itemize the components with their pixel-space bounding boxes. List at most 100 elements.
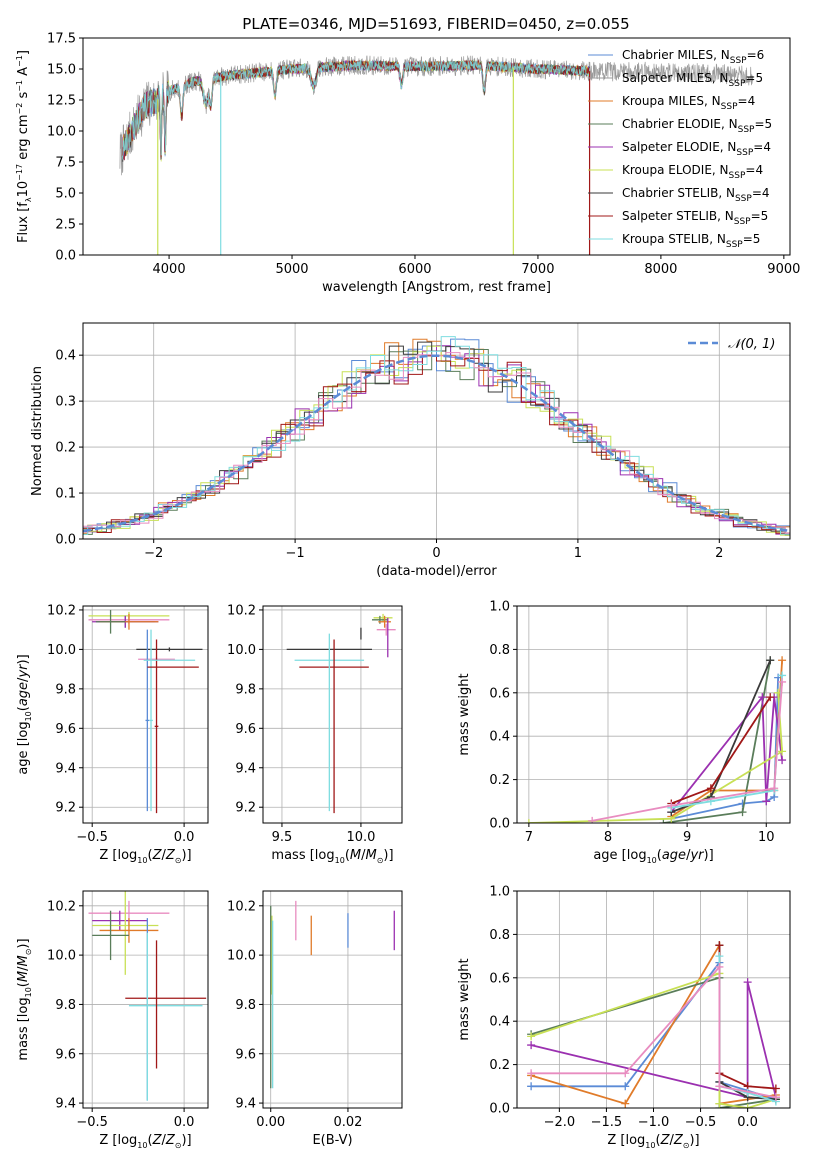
- errorbar-point: [376, 623, 396, 636]
- errorbar-point: [149, 629, 153, 812]
- legend-subscript: SSP: [736, 148, 753, 158]
- x-tick-label: 9: [683, 830, 691, 845]
- y-tick-label: 15.0: [47, 63, 76, 78]
- x-tick-label: 0: [432, 546, 440, 561]
- mass-weight-series: [667, 656, 775, 817]
- y-tick-label: 0.0: [489, 817, 510, 832]
- errorbar-point: [378, 615, 391, 628]
- mass-weight-marker: [659, 819, 668, 823]
- plot-area: [524, 656, 787, 823]
- plot-area: [270, 900, 395, 1089]
- mass-weight-series: [588, 677, 787, 823]
- x-axis-label: Z [log10(Z/Z⊙)]: [99, 848, 191, 865]
- panel-residuals: −2 −1 0 1 2 0.0 0.1 0.2 0.3 0.4 (data-model)/error…: [30, 322, 791, 579]
- y-tick-label: 10.0: [227, 949, 256, 964]
- mass-weight-marker: [527, 1032, 536, 1041]
- legend-suffix: =4: [745, 163, 763, 177]
- y-tick-label: 12.5: [47, 94, 76, 109]
- y-axis-label: Normed distribution: [30, 366, 45, 496]
- figure-title: PLATE=0346, MJD=51693, FIBERID=0450, z=0…: [242, 15, 629, 33]
- x-tick-label: 9.5: [272, 830, 293, 845]
- axes-frame: 7 8 9 10 0.0 0.2 0.4 0.6 0.8 1.0: [489, 600, 791, 845]
- y-tick-label: 0.2: [489, 1058, 510, 1073]
- panel-age-vs-Z: −0.5 0.0 9.2 9.4 9.6 9.8 10.0 10.2 Z [log10(Z/Z⊙…: [16, 603, 209, 865]
- legend-text: Chabrier MILES, N: [622, 48, 730, 62]
- y-tick-label: 0.3: [55, 395, 76, 410]
- x-tick-label: 1: [574, 546, 582, 561]
- legend-entry: Chabrier ELODIE, NSSP=5: [622, 117, 772, 135]
- mass-weight-marker: [527, 1069, 536, 1078]
- mass-weight-marker: [621, 1069, 630, 1078]
- y-tick-label: 9.8: [55, 998, 76, 1013]
- mass-weight-line: [530, 981, 777, 1099]
- x-tick-label: 8000: [644, 262, 677, 277]
- y-tick-label: 9.2: [235, 801, 256, 816]
- legend-text: Salpeter STELIB, N: [622, 209, 734, 223]
- y-tick-label: 9.4: [235, 761, 256, 776]
- residual-histogram-step: [83, 355, 790, 534]
- mass-weight-marker: [743, 1104, 752, 1108]
- errorbar-point: [154, 639, 159, 814]
- legend-text: Kroupa MILES, N: [622, 94, 721, 108]
- legend-suffix: =4: [752, 186, 770, 200]
- mass-weight-marker: [771, 1093, 780, 1102]
- legend-suffix: =5: [743, 232, 761, 246]
- plot-area: [286, 613, 396, 814]
- x-tick-label: 9000: [767, 262, 800, 277]
- x-tick-label: 8: [604, 830, 612, 845]
- legend-subscript: SSP: [738, 125, 755, 135]
- y-tick-label: 10.0: [47, 949, 76, 964]
- legend-subscript: SSP: [726, 240, 743, 250]
- y-tick-label: 0.4: [489, 730, 510, 745]
- mass-weight-marker: [621, 1099, 630, 1108]
- y-tick-label: 0.0: [55, 249, 76, 264]
- mass-weight-marker: [706, 784, 715, 793]
- y-tick-label: 9.6: [235, 1047, 256, 1062]
- mass-weight-marker: [715, 941, 724, 950]
- y-tick-label: 0.4: [55, 349, 76, 364]
- legend-suffix: =5: [745, 71, 763, 85]
- legend-text: Salpeter MILES, N: [622, 71, 729, 85]
- y-tick-label: 9.8: [55, 682, 76, 697]
- errorbar-point: [371, 615, 388, 624]
- panel-mass-vs-EBV: 0.00 0.02 9.4 9.6 9.8 10.0 10.2 E(B-V): [227, 890, 403, 1148]
- legend-suffix: =5: [751, 209, 769, 223]
- y-axis-label: age [log10(age/yr)]: [16, 654, 33, 774]
- x-axis-label: wavelength [Angstrom, rest frame]: [322, 280, 551, 295]
- x-tick-label: −2: [144, 546, 163, 561]
- axes-frame: −0.5 0.0 9.2 9.4 9.6 9.8 10.0 10.2: [47, 603, 209, 845]
- legend-subscript: SSP: [729, 79, 746, 89]
- y-tick-label: 5.0: [55, 187, 76, 202]
- y-tick-label: 0.6: [489, 686, 510, 701]
- legend-text: Chabrier STELIB, N: [622, 186, 735, 200]
- y-tick-label: 0.0: [489, 1102, 510, 1117]
- mass-weight-marker: [524, 819, 533, 823]
- y-tick-label: 0.2: [55, 441, 76, 456]
- legend-text: Salpeter ELODIE, N: [622, 140, 736, 154]
- x-axis-label: age [log10(age/yr)]: [593, 848, 713, 865]
- legend-entry: Chabrier MILES, NSSP=6: [622, 48, 764, 66]
- y-tick-label: 1.0: [489, 600, 510, 615]
- axes-frame: −0.5 0.0 9.4 9.6 9.8 10.0 10.2: [47, 890, 209, 1130]
- mass-weight-marker: [778, 656, 787, 665]
- errorbar-point: [95, 609, 126, 634]
- x-tick-label: −0.5: [685, 1115, 717, 1130]
- errorbar-point: [145, 629, 150, 812]
- mass-weight-marker: [758, 693, 767, 702]
- mass-weight-marker: [770, 784, 779, 793]
- y-tick-label: 10.2: [47, 603, 76, 618]
- errorbar-point: [373, 613, 393, 622]
- y-tick-label: 0.0: [55, 533, 76, 548]
- y-tick-label: 1.0: [489, 885, 510, 900]
- legend-suffix: =6: [747, 48, 765, 62]
- y-tick-label: 9.8: [235, 682, 256, 697]
- mass-weight-marker: [715, 1099, 724, 1108]
- y-tick-label: 2.5: [55, 218, 76, 233]
- legend-subscript: SSP: [721, 102, 738, 112]
- mass-weight-line: [592, 681, 783, 822]
- legend-entry: Salpeter ELODIE, NSSP=4: [622, 140, 771, 158]
- legend-subscript: SSP: [730, 56, 747, 66]
- x-axis-label: E(B-V): [312, 1133, 352, 1148]
- residual-histogram-step: [83, 352, 790, 534]
